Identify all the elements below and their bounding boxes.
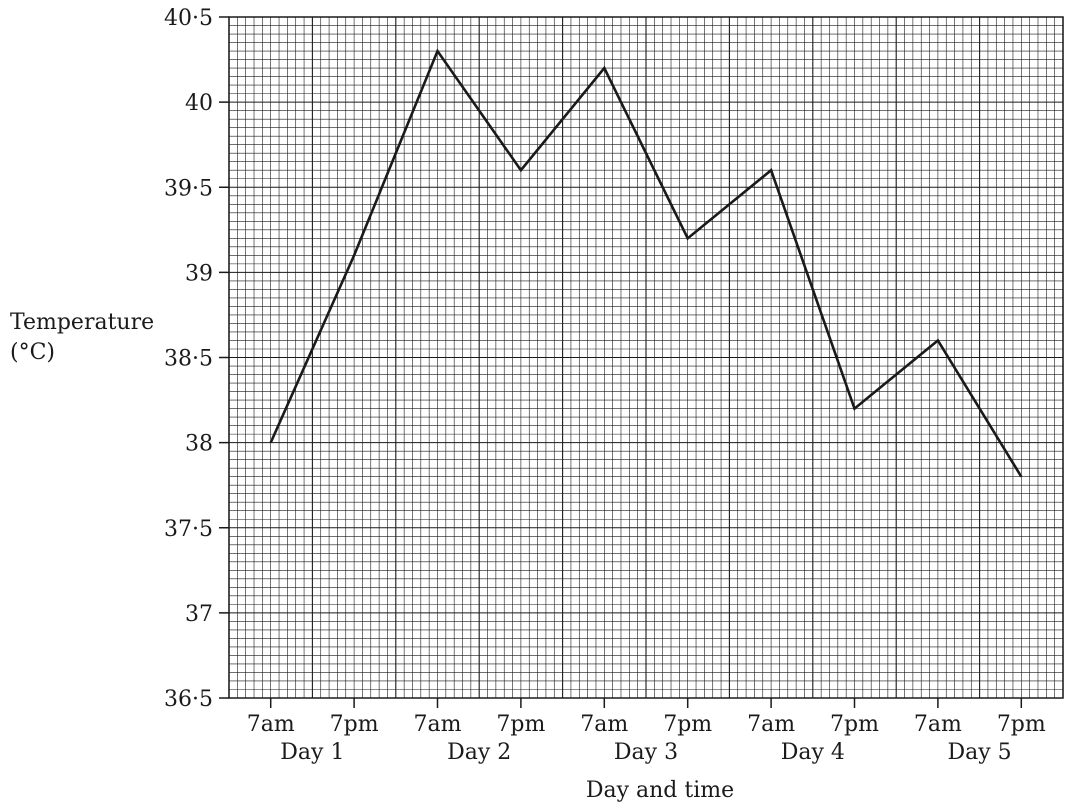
x-tick-label: 7am — [247, 712, 295, 737]
y-tick-label: 37 — [185, 602, 213, 627]
y-tick-label: 40 — [185, 91, 213, 116]
x-day-label: Day 2 — [447, 740, 511, 765]
x-tick-label: 7pm — [330, 712, 379, 737]
y-axis-title-line2: (°C) — [10, 338, 154, 368]
y-tick-label: 38 — [185, 432, 213, 457]
x-tick-label: 7pm — [830, 712, 879, 737]
x-axis-title: Day and time — [560, 778, 760, 803]
x-tick-label: 7pm — [663, 712, 712, 737]
x-day-label: Day 5 — [948, 740, 1012, 765]
y-tick-label: 40·5 — [164, 6, 213, 31]
y-tick-label: 36·5 — [164, 687, 213, 712]
x-tick-label: 7am — [747, 712, 795, 737]
x-day-label: Day 4 — [781, 740, 845, 765]
y-tick-label: 39·5 — [164, 176, 213, 201]
x-tick-label: 7am — [414, 712, 462, 737]
x-tick-label: 7pm — [496, 712, 545, 737]
y-axis-title-line1: Temperature — [10, 308, 154, 338]
x-axis: 7am 7pm 7am 7pm 7am 7pm 7am 7pm 7am 7pm Day 1 Day 2… — [247, 698, 1046, 765]
x-tick-label: 7am — [914, 712, 962, 737]
y-axis: 36·5 37 37·5 38 38·5 39 39·5 40 40·5 — [164, 6, 229, 712]
y-axis-title: Temperature (°C) — [10, 308, 154, 368]
x-day-label: Day 1 — [280, 740, 344, 765]
x-day-label: Day 3 — [614, 740, 678, 765]
x-tick-label: 7am — [580, 712, 628, 737]
y-tick-label: 38·5 — [164, 347, 213, 372]
x-tick-label: 7pm — [997, 712, 1046, 737]
y-tick-label: 39 — [185, 261, 213, 286]
y-tick-label: 37·5 — [164, 517, 213, 542]
